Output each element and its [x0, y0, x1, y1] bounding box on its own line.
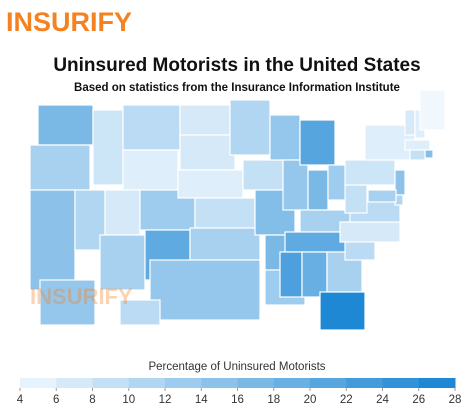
region: [194, 197, 256, 229]
colorbar-segment: [92, 378, 130, 388]
colorbar-tick-label: 22: [340, 394, 353, 406]
colorbar-tick-label: 20: [304, 394, 317, 406]
legend-title: Percentage of Uninsured Motorists: [148, 361, 325, 373]
colorbar-segment: [273, 378, 311, 388]
colorbar-segment: [201, 378, 238, 388]
region: [119, 299, 161, 326]
region: [39, 279, 96, 326]
region: [279, 251, 303, 298]
colorbar-tick-label: 14: [195, 394, 208, 406]
region: [29, 144, 91, 191]
colorbar-tick-label: 28: [449, 394, 462, 406]
region: [299, 119, 336, 166]
region: [104, 189, 141, 236]
region: [99, 234, 146, 291]
region: [179, 104, 231, 136]
region: [319, 291, 366, 331]
region: [242, 159, 284, 191]
region: [404, 109, 416, 136]
region: [301, 251, 328, 298]
colorbar-tick-label: 24: [376, 394, 389, 406]
region: [189, 227, 261, 261]
colorbar-tick-label: 4: [17, 394, 24, 406]
logo: INSURIFY: [6, 7, 132, 37]
region: [367, 189, 397, 203]
colorbar-segment: [346, 378, 383, 388]
region: [122, 104, 181, 151]
us-map: [29, 89, 446, 331]
region: [344, 184, 368, 214]
colorbar-tick-label: 18: [267, 394, 280, 406]
legend: 4 6 8 10 12 14 16 18 20 22 24 26 28: [17, 378, 462, 406]
watermark: INSURIFY: [30, 284, 133, 309]
region: [344, 159, 396, 186]
colorbar-segment: [128, 378, 166, 388]
subtitle: Based on statistics from the Insurance I…: [74, 82, 400, 94]
colorbar-tick-label: 6: [53, 394, 59, 406]
colorbar-tick-label: 16: [231, 394, 244, 406]
region: [29, 189, 76, 291]
region: [409, 149, 426, 161]
colorbar-segment: [310, 378, 347, 388]
region: [37, 104, 94, 146]
region: [92, 109, 124, 186]
colorbar-tick-label: 26: [412, 394, 425, 406]
region: [424, 149, 434, 159]
colorbar-tick-label: 10: [122, 394, 135, 406]
colorbar-segment: [20, 378, 57, 388]
region: [122, 149, 179, 191]
region: [419, 89, 446, 131]
region: [344, 239, 376, 261]
region: [269, 114, 301, 161]
colorbar-segment: [56, 378, 93, 388]
region: [307, 169, 329, 211]
region: [339, 221, 401, 243]
colorbar-segment: [165, 378, 202, 388]
colorbar-tick-label: 8: [89, 394, 95, 406]
colorbar-segment: [237, 378, 275, 388]
region: [149, 259, 261, 321]
colorbar-segment: [418, 378, 456, 388]
colorbar-tick-label: 12: [159, 394, 172, 406]
region: [229, 99, 271, 156]
region: [282, 159, 309, 211]
title: Uninsured Motorists in the United States: [53, 55, 420, 76]
region: [404, 139, 431, 151]
region: [179, 134, 236, 171]
region: [177, 169, 244, 199]
colorbar-segment: [382, 378, 420, 388]
